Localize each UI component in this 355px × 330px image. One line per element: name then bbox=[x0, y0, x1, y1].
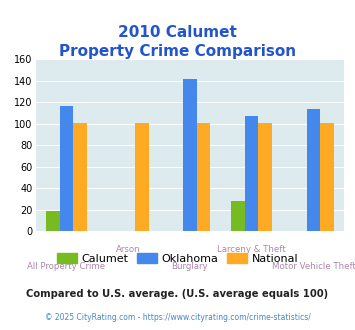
Text: Property Crime Comparison: Property Crime Comparison bbox=[59, 45, 296, 59]
Text: © 2025 CityRating.com - https://www.cityrating.com/crime-statistics/: © 2025 CityRating.com - https://www.city… bbox=[45, 313, 310, 322]
Bar bbox=[245, 116, 258, 231]
Bar bbox=[60, 106, 73, 231]
Bar bbox=[183, 79, 197, 231]
Bar bbox=[135, 123, 148, 231]
Bar bbox=[231, 201, 245, 231]
Text: Burglary: Burglary bbox=[171, 262, 208, 271]
Text: Compared to U.S. average. (U.S. average equals 100): Compared to U.S. average. (U.S. average … bbox=[26, 289, 329, 299]
Bar bbox=[320, 123, 334, 231]
Text: Arson: Arson bbox=[116, 245, 141, 254]
Text: Larceny & Theft: Larceny & Theft bbox=[217, 245, 286, 254]
Legend: Calumet, Oklahoma, National: Calumet, Oklahoma, National bbox=[52, 249, 303, 268]
Text: 2010 Calumet: 2010 Calumet bbox=[118, 25, 237, 40]
Text: Motor Vehicle Theft: Motor Vehicle Theft bbox=[272, 262, 355, 271]
Text: All Property Crime: All Property Crime bbox=[27, 262, 105, 271]
Bar bbox=[46, 211, 60, 231]
Bar bbox=[307, 109, 320, 231]
Bar bbox=[258, 123, 272, 231]
Bar bbox=[197, 123, 210, 231]
Bar bbox=[73, 123, 87, 231]
